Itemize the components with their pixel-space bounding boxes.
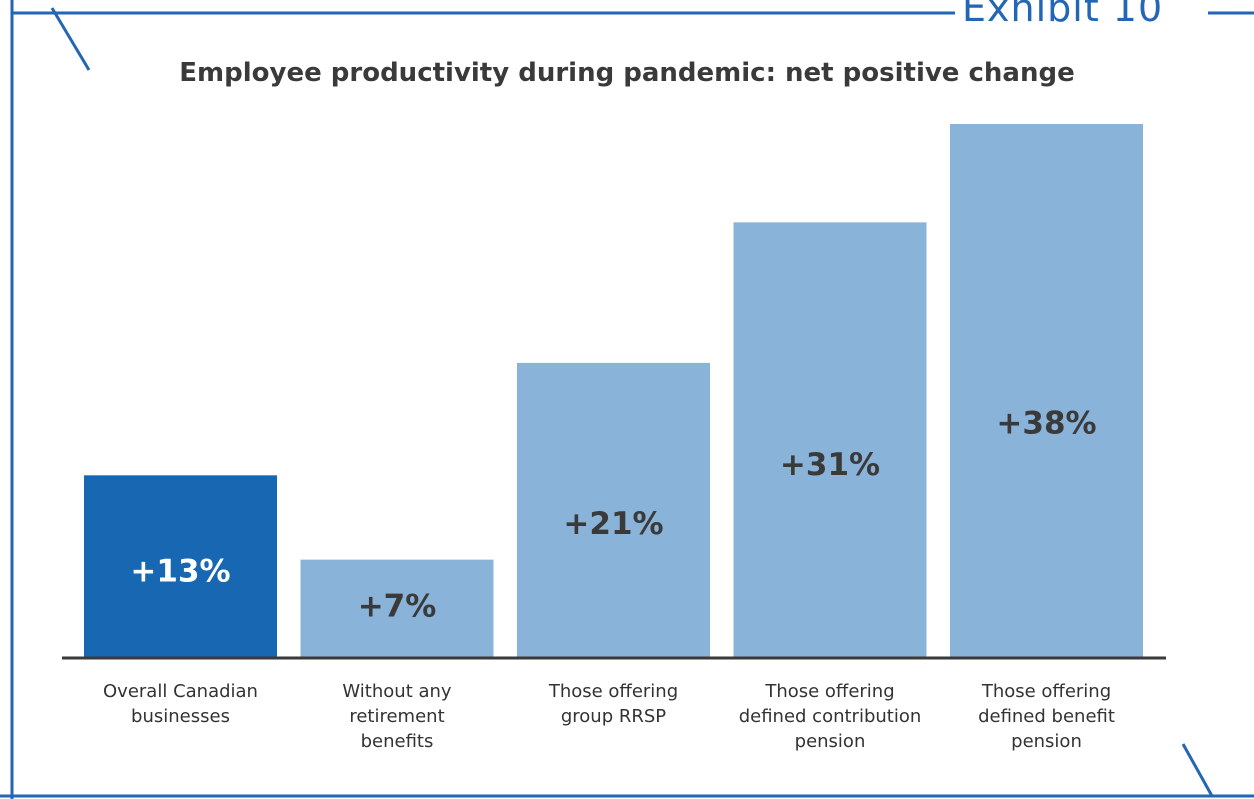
- exhibit-label: Exhibit 10: [962, 0, 1164, 30]
- bar-1: [84, 475, 277, 658]
- data-label-1: +13%: [130, 553, 230, 589]
- bar-3: [517, 362, 710, 658]
- data-label-2: +7%: [358, 589, 437, 625]
- category-label-3: Those offering group RRSP: [548, 681, 679, 727]
- bar-4: [733, 222, 927, 659]
- chart-title: Employee productivity during pandemic: n…: [179, 58, 1075, 88]
- data-label-5: +38%: [996, 406, 1096, 442]
- category-label-1: Overall Canadian businesses: [103, 681, 258, 727]
- bar-2: [300, 559, 494, 658]
- bar-5: [950, 124, 1143, 658]
- frame-corner-accent-bottom-right: [1181, 743, 1214, 797]
- category-label-4: Those offering defined contribution pens…: [738, 681, 922, 752]
- frame-corner-accent-top-left: [50, 7, 91, 71]
- category-label-2: Without any retirement benefits: [342, 681, 452, 752]
- category-label-5: Those offering defined benefit pension: [978, 681, 1115, 752]
- data-label-3: +21%: [563, 506, 663, 542]
- data-label-4: +31%: [780, 447, 880, 483]
